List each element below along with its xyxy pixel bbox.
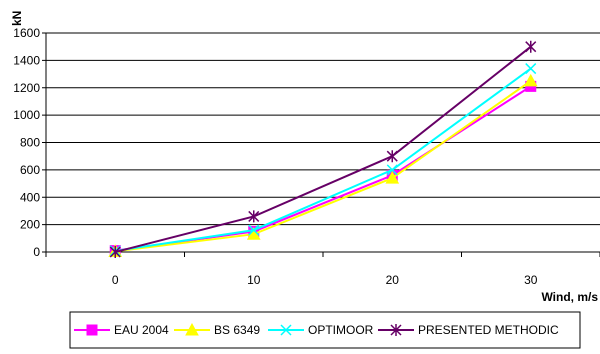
grid-layer: [46, 32, 600, 253]
y-tick-label: 0: [33, 245, 40, 259]
data-point: [525, 63, 537, 75]
y-tick-label: 600: [20, 163, 40, 177]
series-presented-methodic: [109, 40, 537, 258]
y-tick-label: 1000: [13, 108, 40, 122]
data-point: [248, 224, 260, 236]
data-point: [525, 40, 537, 53]
data-point: [109, 246, 121, 258]
x-tick-label: 0: [112, 273, 119, 287]
legend-label: OPTIMOOR: [308, 323, 374, 337]
legend-box: [69, 311, 581, 349]
data-point: [86, 324, 98, 336]
series-line: [115, 80, 532, 253]
y-tick-label: 1200: [13, 81, 40, 95]
axes-layer: [42, 32, 600, 257]
y-tick-label: 800: [20, 136, 40, 150]
series-line: [115, 45, 532, 253]
y-tick-label: 200: [20, 218, 40, 232]
series-eau-2004: [109, 80, 537, 257]
legend-item: PRESENTED METHODIC: [378, 323, 559, 337]
series-bs-6349: [108, 73, 538, 257]
data-point: [386, 164, 398, 176]
data-point: [523, 73, 538, 87]
x-tick-label: 20: [386, 273, 400, 287]
legend-label: BS 6349: [214, 323, 260, 337]
series-optimoor: [109, 63, 537, 257]
legend-item: BS 6349: [174, 322, 260, 337]
x-tick-label: 10: [247, 273, 261, 287]
data-point: [185, 322, 199, 336]
legend-item: EAU 2004: [74, 323, 169, 337]
x-axis-title: Wind, m/s: [541, 290, 598, 304]
data-point: [280, 324, 292, 336]
y-tick-label: 1600: [13, 26, 40, 40]
series-layer: [108, 40, 538, 258]
x-tick-labels: 0 10 20 30: [112, 273, 538, 287]
legend-label: PRESENTED METHODIC: [418, 323, 559, 337]
y-tick-label: 400: [20, 190, 40, 204]
x-tick-label: 30: [524, 273, 538, 287]
data-point: [390, 324, 402, 336]
legend-item: OPTIMOOR: [268, 323, 374, 337]
data-point: [248, 210, 260, 223]
legend-label: EAU 2004: [114, 323, 169, 337]
y-tick-label: 1400: [13, 53, 40, 67]
series-line: [115, 85, 532, 252]
y-tick-labels: 0 200 400 600 800 1000 1200 1400 1600: [13, 26, 40, 259]
data-point: [385, 171, 400, 184]
legend: EAU 2004 BS 6349 OPTIMOOR PRESENTED METHODI…: [69, 311, 581, 349]
y-axis-title: kN: [10, 11, 24, 26]
data-point: [386, 150, 398, 163]
series-line: [115, 67, 532, 252]
